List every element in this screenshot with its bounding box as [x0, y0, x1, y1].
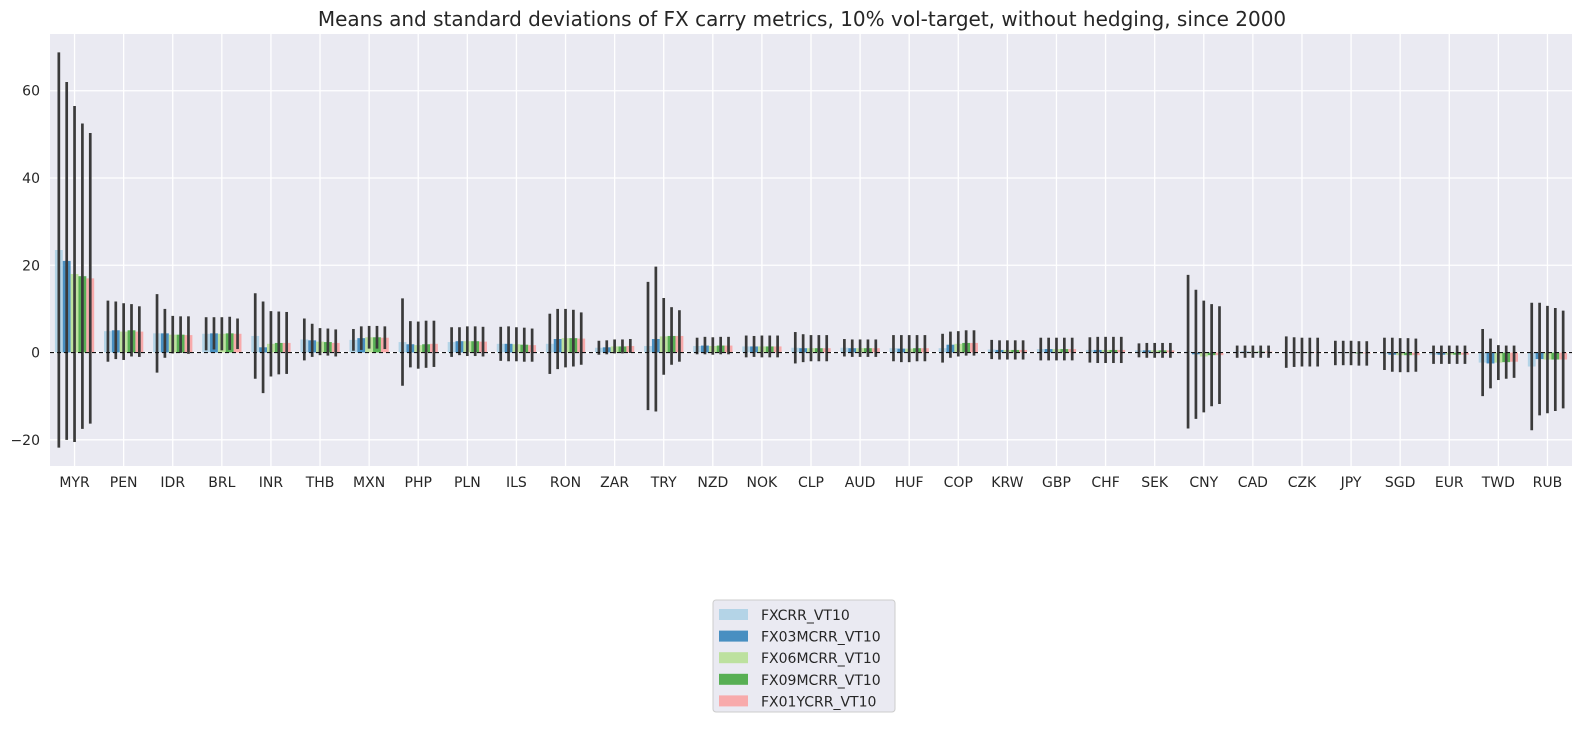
legend-swatch: [719, 652, 748, 664]
x-tick-label: IDR: [160, 475, 185, 491]
x-tick-label: TRY: [650, 475, 677, 491]
chart-title: Means and standard deviations of FX carr…: [318, 7, 1286, 31]
x-tick-label: CAD: [1238, 475, 1268, 491]
x-tick-label: SGD: [1385, 475, 1416, 491]
x-tick-label: CNY: [1189, 475, 1218, 491]
x-tick-label: GBP: [1042, 475, 1071, 491]
x-tick-label: EUR: [1435, 475, 1464, 491]
y-tick-label: 40: [22, 171, 40, 187]
x-tick-label: RON: [550, 475, 581, 491]
x-tick-label: TWD: [1481, 475, 1515, 491]
legend-box: [712, 599, 896, 713]
x-tick-label: MYR: [59, 475, 90, 491]
y-tick-label: −20: [10, 433, 40, 449]
x-tick-label: THB: [305, 475, 335, 491]
x-tick-label: PLN: [454, 475, 481, 491]
legend: FXCRR_VT10 FX03MCRR_VT10 FX06MCRR_VT10 FX09…: [712, 599, 896, 713]
x-tick-label: PEN: [110, 475, 138, 491]
x-tick-label: KRW: [991, 475, 1023, 491]
x-tick-label: BRL: [208, 475, 235, 491]
x-tick-label: SEK: [1141, 475, 1169, 491]
error-bars: [57, 52, 1565, 448]
x-tick-label: INR: [259, 475, 284, 491]
x-tick-label: AUD: [845, 475, 876, 491]
x-tick-label: NZD: [697, 475, 728, 491]
y-tick-label: 0: [31, 346, 40, 362]
x-tick-label: CLP: [798, 475, 824, 491]
x-tick-label: COP: [944, 475, 973, 491]
x-tick-label: NOK: [747, 475, 778, 491]
x-tick-label: HUF: [895, 475, 924, 491]
x-tick-label: MXN: [353, 475, 385, 491]
legend-swatch: [719, 609, 748, 620]
legend-label: FX06MCRR_VT10: [761, 651, 881, 667]
x-tick-label: CZK: [1288, 475, 1317, 491]
x-tick-label: ZAR: [600, 475, 629, 491]
legend-label: FXCRR_VT10: [761, 608, 850, 624]
legend-label: FX09MCRR_VT10: [761, 673, 881, 689]
x-tick-label: PHP: [405, 475, 432, 491]
x-tick-label: CHF: [1091, 475, 1119, 491]
y-ticks: −20 0 20 40 60: [10, 84, 40, 449]
x-tick-label: JPY: [1340, 475, 1362, 491]
legend-swatch: [719, 673, 748, 685]
legend-swatch: [719, 630, 748, 642]
y-tick-label: 20: [22, 258, 40, 274]
legend-label: FX01YCRR_VT10: [761, 694, 876, 710]
y-tick-label: 60: [22, 84, 40, 100]
x-ticks: MYR PEN IDR BRL INR THB MXN PHP PLN ILS RON ZAR TRY N…: [59, 475, 1562, 491]
x-tick-label: ILS: [506, 475, 527, 491]
x-tick-label: RUB: [1533, 475, 1563, 491]
legend-swatch: [719, 695, 748, 707]
legend-label: FX03MCRR_VT10: [761, 630, 881, 646]
